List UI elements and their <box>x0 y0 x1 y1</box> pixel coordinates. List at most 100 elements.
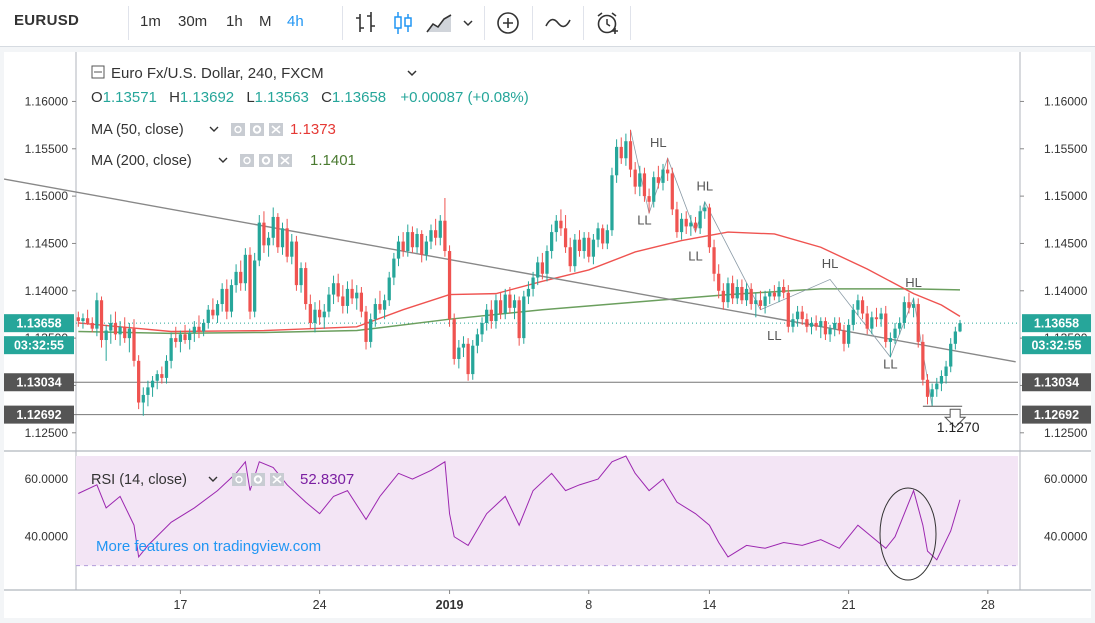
y-tick-label-right: 1.12500 <box>1044 426 1088 440</box>
candle <box>415 228 419 253</box>
candle <box>925 374 930 405</box>
trendline-layer <box>4 178 1016 363</box>
indicators-icon[interactable] <box>544 10 572 36</box>
candle <box>522 290 526 344</box>
ma50-label[interactable]: MA (50, close) <box>91 122 184 138</box>
candle <box>262 211 266 253</box>
candle <box>772 285 777 301</box>
x-tick-label: 17 <box>173 598 187 612</box>
candle-body <box>666 169 670 174</box>
high-label: H <box>169 89 180 106</box>
toolbar-separator <box>532 6 533 40</box>
candle-body <box>689 222 693 227</box>
rsi-gear-icon[interactable] <box>251 473 265 486</box>
candle-body <box>823 321 828 335</box>
ma50-gear-icon[interactable] <box>250 123 264 136</box>
bar-style-icon[interactable] <box>352 10 380 36</box>
ma200-chevron-down-icon[interactable] <box>218 157 228 163</box>
candle-body <box>443 220 447 252</box>
candle <box>777 281 781 303</box>
candle-body <box>847 324 851 344</box>
candle <box>429 224 433 250</box>
ma200-label[interactable]: MA (200, close) <box>91 153 192 169</box>
ma50-close-icon[interactable] <box>269 123 283 136</box>
price-tags-layer: 1.13658 03:32:55 1.13658 03:32:55 1.13034 1.1… <box>4 314 1091 424</box>
timeframe-30m-button[interactable]: 30m <box>178 13 208 30</box>
candle-body <box>401 241 405 252</box>
candle <box>610 167 614 236</box>
add-compare-icon[interactable] <box>494 10 522 36</box>
candle-body <box>554 220 558 233</box>
candle-body <box>851 309 855 325</box>
candle-body <box>234 271 238 286</box>
candle-body <box>837 322 841 331</box>
candle <box>953 326 957 350</box>
ma200-close-icon[interactable] <box>278 154 292 167</box>
alert-icon[interactable] <box>594 10 622 36</box>
change-value: +0.00087 (+0.08%) <box>400 89 528 106</box>
candle <box>939 370 944 392</box>
candle <box>814 315 818 331</box>
candle <box>800 305 804 325</box>
symbol-search-button[interactable]: EURUSD <box>14 12 80 29</box>
chevron-down-icon[interactable] <box>460 10 476 36</box>
candle-body <box>786 292 790 327</box>
rsi-close-icon[interactable] <box>270 473 284 486</box>
ma200-eye-icon[interactable] <box>240 154 254 167</box>
candle <box>698 205 702 234</box>
timeframe-1m-button[interactable]: 1m <box>140 13 161 30</box>
candle <box>763 290 767 314</box>
support2-tag-right: 1.12692 <box>1034 408 1079 422</box>
candle-body <box>197 326 201 332</box>
candle <box>327 287 331 318</box>
candle-body <box>958 323 962 332</box>
candle-body <box>243 254 247 284</box>
candle-body <box>215 304 220 316</box>
candle-body <box>591 239 596 257</box>
support1-tag-right: 1.13034 <box>1034 376 1079 390</box>
candle-body <box>155 374 159 381</box>
candle-body <box>280 228 285 248</box>
candle-body <box>127 328 131 339</box>
annotation-hl: HL <box>696 178 713 193</box>
tradingview-watermark[interactable]: More features on tradingview.com <box>96 538 321 555</box>
candle <box>90 317 94 333</box>
candle-body <box>355 292 359 299</box>
candle <box>833 317 837 337</box>
candle <box>85 309 90 325</box>
rsi-label[interactable]: RSI (14, close) <box>91 472 187 488</box>
candle <box>331 275 336 305</box>
ma200-gear-icon[interactable] <box>259 154 273 167</box>
timeframe-month-button[interactable]: M <box>259 13 272 30</box>
area-style-icon[interactable] <box>425 10 453 36</box>
candle-body <box>382 300 387 310</box>
rsi-chevron-down-icon[interactable] <box>208 476 218 482</box>
candle <box>489 300 493 329</box>
candle-body <box>164 360 169 378</box>
candle-body <box>192 326 196 333</box>
candle-body <box>415 233 419 248</box>
candle-body <box>795 311 800 320</box>
rsi-eye-icon[interactable] <box>232 473 246 486</box>
candle <box>786 285 790 333</box>
timeframe-4h-button[interactable]: 4h <box>287 13 304 30</box>
ma200-value: 1.1401 <box>310 152 356 169</box>
legend-chevron-down-icon[interactable] <box>407 70 417 77</box>
annotation-ll: LL <box>688 248 702 263</box>
candle-body <box>132 328 136 361</box>
timeframe-1h-button[interactable]: 1h <box>226 13 243 30</box>
candle-body <box>178 334 183 342</box>
candle-body <box>452 319 456 359</box>
candle-body <box>768 292 772 297</box>
ma50-eye-icon[interactable] <box>231 123 245 136</box>
countdown-tag-right: 03:32:55 <box>1031 339 1081 353</box>
collapse-legend-icon[interactable] <box>91 65 105 79</box>
candle <box>447 245 452 327</box>
ma50-chevron-down-icon[interactable] <box>209 126 219 132</box>
candle-body <box>610 175 614 231</box>
candle-body <box>253 260 257 312</box>
low-label: L <box>246 89 254 106</box>
candle <box>480 317 484 342</box>
candle-style-icon[interactable] <box>389 10 417 36</box>
